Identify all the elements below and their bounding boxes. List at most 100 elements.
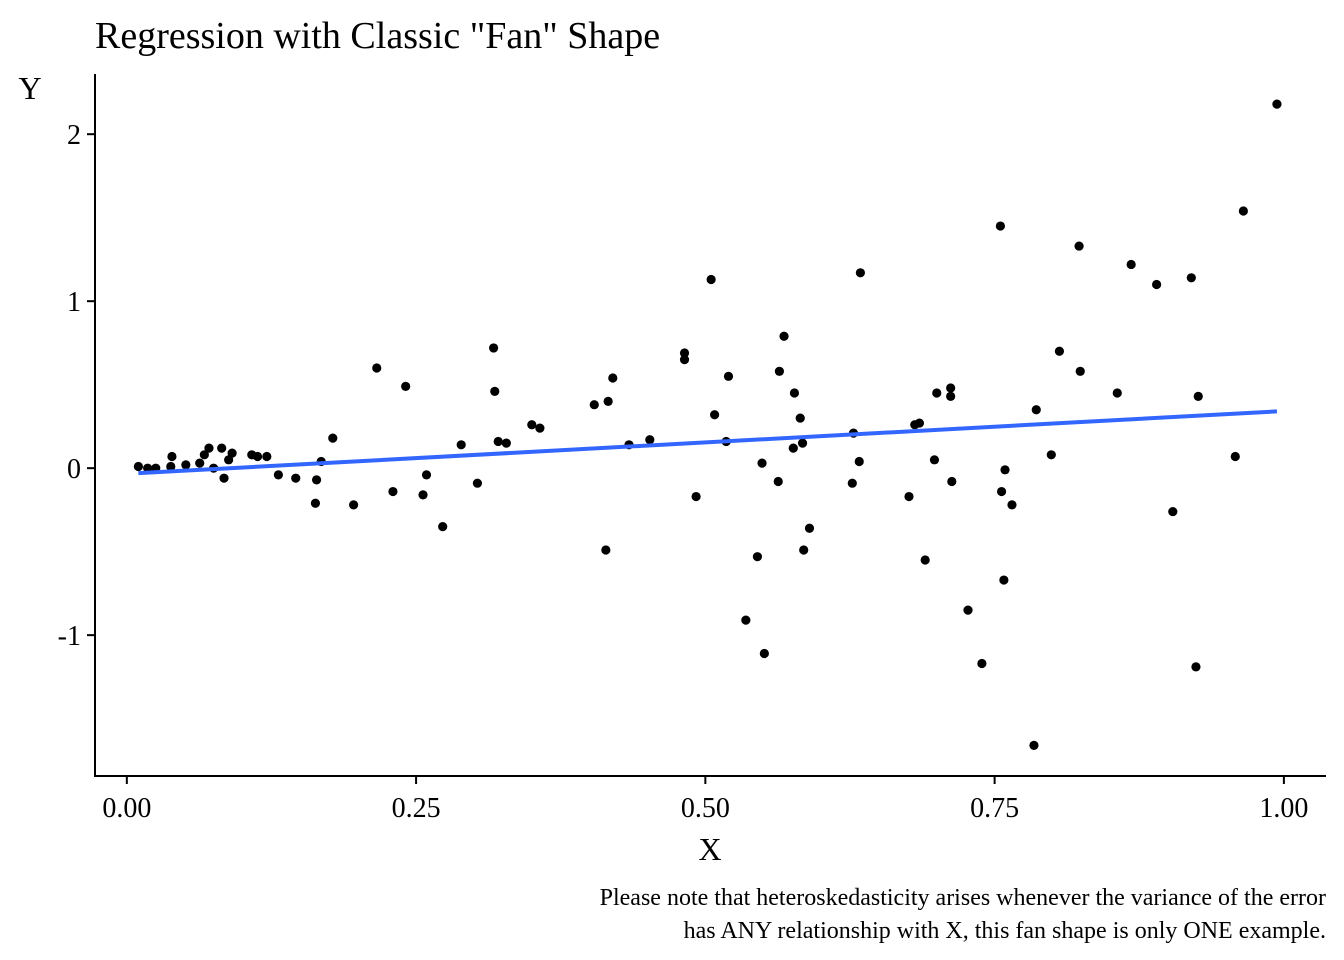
data-point <box>774 366 785 376</box>
data-point <box>799 545 809 555</box>
x-tick-label: 0.25 <box>392 793 441 824</box>
data-point <box>167 451 177 462</box>
data-point <box>472 478 483 488</box>
data-point <box>418 490 428 500</box>
data-point <box>963 605 973 615</box>
y-ticks: -1 0 1 2 <box>58 120 95 652</box>
data-point <box>456 440 466 450</box>
caption-line-2: has ANY relationship with X, this fan sh… <box>684 918 1326 944</box>
data-point <box>262 451 272 462</box>
data-point <box>854 456 864 467</box>
data-point <box>501 438 511 448</box>
data-point <box>311 475 322 485</box>
data-point <box>645 435 655 445</box>
data-point <box>789 388 800 398</box>
data-point <box>804 523 815 533</box>
data-point <box>752 552 763 562</box>
y-tick-label: 1 <box>67 287 81 318</box>
data-point <box>535 423 545 433</box>
data-point <box>759 648 769 659</box>
data-point <box>490 386 500 396</box>
regression-line <box>138 409 1278 476</box>
data-point <box>797 438 808 448</box>
x-ticks: 0.00 0.25 0.50 0.75 1.00 <box>102 776 1308 824</box>
data-point <box>227 448 237 458</box>
data-point <box>995 221 1006 231</box>
data-point <box>199 450 209 460</box>
x-axis-title: X <box>698 831 721 867</box>
data-point <box>741 615 751 625</box>
data-point <box>1168 506 1178 517</box>
data-point <box>601 545 611 555</box>
data-point <box>904 491 914 502</box>
data-point <box>1230 451 1240 462</box>
data-point <box>1046 450 1056 460</box>
data-point <box>1186 273 1196 283</box>
y-tick-label: -1 <box>58 621 81 652</box>
data-point <box>1191 662 1201 672</box>
data-point <box>1029 740 1039 750</box>
data-point <box>996 486 1007 497</box>
data-point <box>603 396 613 406</box>
data-point <box>166 461 176 472</box>
data-point <box>493 436 503 447</box>
caption-line-1: Please note that heteroskedasticity aris… <box>600 885 1326 911</box>
data-point <box>795 413 805 423</box>
data-point <box>679 348 690 358</box>
y-axis-title: Y <box>18 70 41 106</box>
data-point <box>589 400 599 410</box>
data-point <box>1074 241 1084 251</box>
data-point <box>273 470 283 480</box>
data-point <box>1272 99 1282 109</box>
data-point <box>855 268 865 278</box>
data-point <box>710 410 720 420</box>
y-tick-label: 0 <box>67 454 81 485</box>
data-point <box>1238 206 1248 216</box>
data-point <box>706 274 716 285</box>
data-point <box>929 455 940 465</box>
data-point <box>388 486 398 497</box>
data-point <box>489 343 499 353</box>
data-point <box>181 460 191 470</box>
fit-line-layer <box>138 409 1278 476</box>
data-point <box>527 420 537 430</box>
data-point <box>847 478 857 488</box>
data-point <box>1193 391 1203 401</box>
data-point <box>143 463 153 473</box>
x-tick-label: 1.00 <box>1259 793 1308 824</box>
chart-title: Regression with Classic "Fan" Shape <box>95 15 660 57</box>
data-point <box>920 555 930 565</box>
data-point <box>773 476 783 487</box>
data-point <box>946 383 956 393</box>
data-point <box>328 433 338 443</box>
data-point <box>608 373 618 383</box>
data-point <box>133 461 143 472</box>
y-tick-label: 2 <box>67 120 81 151</box>
data-point <box>723 371 734 381</box>
data-point <box>1112 388 1122 398</box>
data-point <box>1152 279 1162 290</box>
data-point <box>946 391 956 401</box>
data-point <box>1000 465 1010 475</box>
data-point <box>1031 405 1041 415</box>
x-tick-label: 0.75 <box>970 793 1019 824</box>
data-point <box>252 451 263 462</box>
data-point <box>977 658 987 669</box>
x-tick-label: 0.00 <box>102 793 151 824</box>
data-point <box>438 522 448 532</box>
data-point <box>788 443 798 453</box>
data-point <box>204 443 214 453</box>
data-point <box>999 575 1009 585</box>
data-point <box>349 500 359 510</box>
data-point <box>779 331 789 341</box>
data-point <box>195 458 205 468</box>
data-point <box>401 381 411 391</box>
x-tick-label: 0.50 <box>681 793 730 824</box>
data-point <box>291 473 301 483</box>
data-point <box>1007 500 1017 510</box>
points-layer <box>133 99 1282 750</box>
data-point <box>1054 346 1065 356</box>
data-point <box>1126 259 1136 270</box>
data-point <box>372 363 382 373</box>
data-point <box>914 418 925 428</box>
